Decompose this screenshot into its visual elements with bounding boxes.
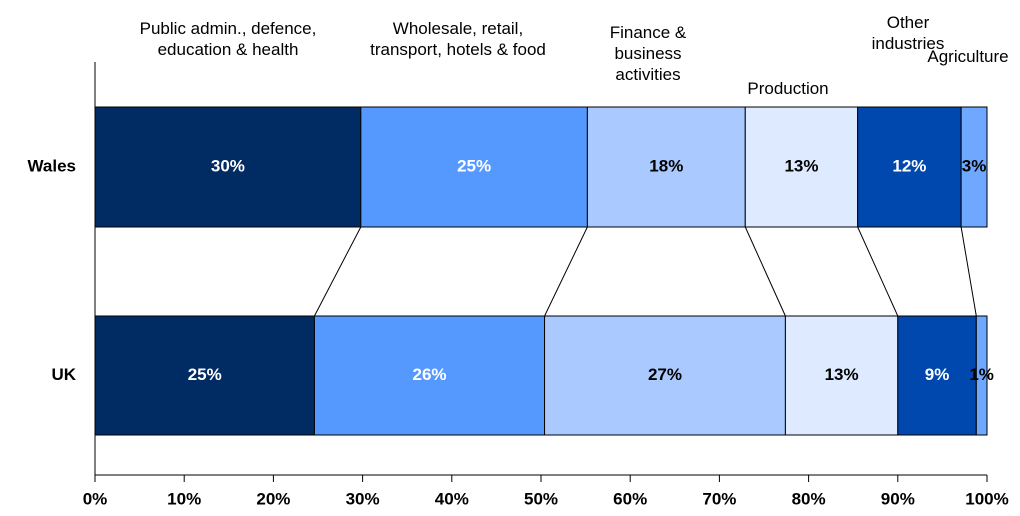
x-tick-label: 60% bbox=[613, 489, 647, 508]
series-label: Other industries bbox=[871, 13, 945, 53]
data-label: 13% bbox=[784, 156, 818, 175]
bar-segment bbox=[857, 106, 962, 228]
x-tick-label: 20% bbox=[256, 489, 290, 508]
x-tick-label: 80% bbox=[792, 489, 826, 508]
data-label: 3% bbox=[962, 156, 987, 175]
bar-segment bbox=[94, 315, 315, 436]
bar-segment bbox=[744, 106, 859, 228]
x-tick-label: 70% bbox=[702, 489, 736, 508]
x-tick-label: 50% bbox=[524, 489, 558, 508]
data-label: 30% bbox=[211, 156, 245, 175]
category-label: Wales bbox=[27, 156, 76, 175]
data-label: 1% bbox=[969, 365, 994, 384]
series-label: Public admin., defence, education & heal… bbox=[139, 19, 317, 59]
bar-segment bbox=[586, 106, 746, 228]
connector bbox=[313, 226, 362, 317]
x-tick-label: 10% bbox=[167, 489, 201, 508]
x-tick-label: 100% bbox=[965, 489, 1008, 508]
bar-segment bbox=[960, 106, 988, 228]
data-label: 12% bbox=[892, 156, 926, 175]
data-label: 18% bbox=[649, 156, 683, 175]
connector bbox=[857, 226, 899, 317]
category-label: UK bbox=[51, 365, 76, 384]
x-tick-label: 90% bbox=[881, 489, 915, 508]
bar-segment bbox=[544, 315, 786, 436]
series-label: Agriculture bbox=[927, 47, 1009, 66]
x-tick-label: 0% bbox=[83, 489, 108, 508]
bar-segment bbox=[975, 315, 988, 436]
connector bbox=[544, 226, 588, 317]
x-tick-label: 40% bbox=[435, 489, 469, 508]
bar-segment bbox=[313, 315, 546, 436]
data-label: 25% bbox=[188, 365, 222, 384]
series-label: Production bbox=[747, 79, 829, 98]
bar-segment bbox=[784, 315, 899, 436]
data-label: 27% bbox=[648, 365, 682, 384]
data-label: 25% bbox=[457, 156, 491, 175]
x-tick-label: 30% bbox=[346, 489, 380, 508]
data-label: 26% bbox=[412, 365, 446, 384]
series-label: Wholesale, retail, transport, hotels & f… bbox=[370, 19, 546, 59]
bar-segment bbox=[360, 106, 588, 228]
bar-segment bbox=[94, 106, 362, 228]
connector bbox=[744, 226, 786, 317]
series-label: Finance & business activities bbox=[609, 23, 687, 84]
data-label: 13% bbox=[825, 365, 859, 384]
data-label: 9% bbox=[925, 365, 950, 384]
connector bbox=[960, 226, 977, 317]
